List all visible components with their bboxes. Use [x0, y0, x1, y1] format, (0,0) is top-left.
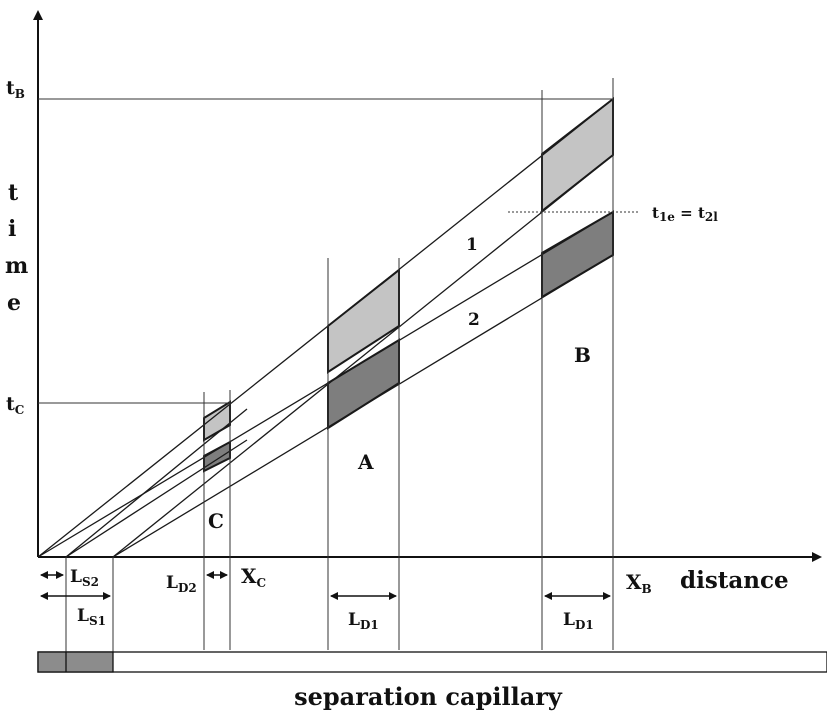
capillary-sample-zone — [37, 651, 114, 673]
front-line-2 — [37, 211, 614, 558]
time-letter-t: t — [8, 180, 19, 206]
rear-line-2 — [112, 254, 614, 558]
xb-label: XB — [626, 570, 652, 596]
region-b-label: B — [574, 343, 591, 367]
ld2-label: LD2 — [166, 573, 197, 595]
tb-label: tB — [6, 77, 25, 101]
zone-b-light — [541, 96, 614, 214]
capillary-bar — [37, 651, 827, 673]
front-line-1 — [37, 98, 614, 558]
distance-label: distance — [680, 567, 789, 594]
ls1-label: LS1 — [77, 606, 106, 628]
line-ls2-upper — [65, 408, 248, 558]
time-letter-m: m — [5, 253, 28, 279]
region-c-label: C — [208, 509, 224, 533]
ld1-label-b: LD1 — [563, 610, 594, 632]
time-letter-e: e — [7, 290, 21, 316]
zone-b-dark — [541, 210, 614, 299]
region-a-label: A — [357, 450, 374, 474]
line-ls2-lower — [65, 439, 248, 558]
ld1-label-a: LD1 — [348, 610, 379, 632]
xc-label: XC — [241, 564, 266, 590]
tc-label: tC — [6, 393, 24, 417]
rear-line-1 — [112, 154, 614, 558]
line-2-label: 2 — [468, 310, 480, 330]
ls2-label: LS2 — [70, 567, 99, 589]
separation-capillary-label: separation capillary — [294, 682, 563, 711]
t1e-eq-t2l-label: t1e = t2l — [652, 204, 718, 224]
line-1-label: 1 — [466, 235, 478, 255]
time-letter-i: i — [8, 216, 16, 242]
